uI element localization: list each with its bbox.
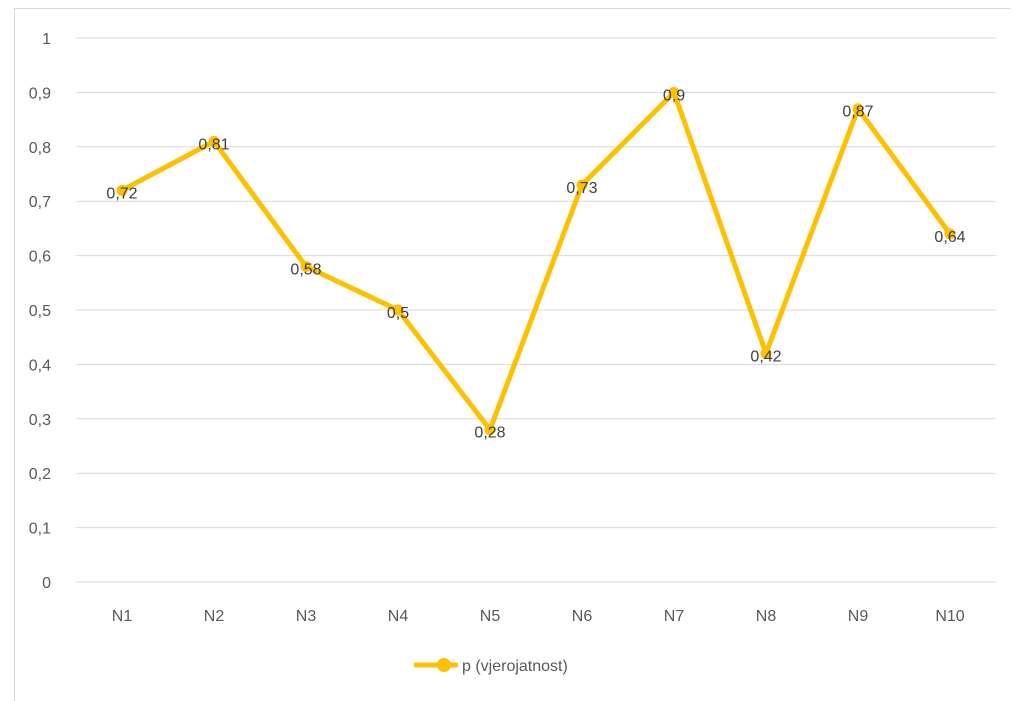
chart-frame xyxy=(14,8,1010,701)
data-label: 0,5 xyxy=(387,305,409,322)
data-label: 0,81 xyxy=(198,136,229,153)
y-tick-label: 0,6 xyxy=(29,249,51,266)
x-tick-label: N1 xyxy=(112,608,133,625)
x-tick-label: N3 xyxy=(296,608,317,625)
data-point xyxy=(668,86,680,98)
y-tick-label: 0,3 xyxy=(29,412,51,429)
data-label: 0,87 xyxy=(842,104,873,121)
series-line xyxy=(119,89,953,433)
y-tick-label: 0,5 xyxy=(29,303,51,320)
x-tick-label: N5 xyxy=(480,608,501,625)
data-labels: 0,72 0,81 0,58 0,5 0,28 0,73 0,9 0,42 0,87 0,64 xyxy=(106,87,965,441)
x-tick-label: N9 xyxy=(848,608,869,625)
x-tick-label: N8 xyxy=(756,608,777,625)
data-point xyxy=(300,260,312,272)
legend-swatch-marker xyxy=(437,658,451,672)
series-p-vjerojatnost xyxy=(116,86,956,436)
y-tick-label: 0,4 xyxy=(29,357,51,374)
data-point xyxy=(116,184,128,196)
y-tick-label: 0,2 xyxy=(29,466,51,483)
x-tick-label: N4 xyxy=(388,608,409,625)
x-axis-ticks: N1 N2 N3 N4 N5 N6 N7 N8 N9 N10 xyxy=(112,608,965,625)
y-tick-label: 1 xyxy=(42,31,51,48)
legend-entry-label: p (vjerojatnost) xyxy=(462,658,568,675)
y-tick-label: 0,1 xyxy=(29,521,51,538)
data-point xyxy=(576,179,588,191)
data-point xyxy=(484,424,496,436)
data-label: 0,73 xyxy=(566,180,597,197)
data-point xyxy=(852,103,864,115)
x-tick-label: N2 xyxy=(204,608,225,625)
y-tick-label: 0,8 xyxy=(29,140,51,157)
data-label: 0,9 xyxy=(663,87,685,104)
data-label: 0,58 xyxy=(290,261,321,278)
data-label: 0,64 xyxy=(934,229,965,246)
data-point xyxy=(392,304,404,316)
gridlines xyxy=(76,37,996,583)
data-point xyxy=(760,348,772,360)
data-point xyxy=(944,228,956,240)
y-axis-ticks: 0 0,1 0,2 0,3 0,4 0,5 0,6 0,7 0,8 0,9 1 xyxy=(29,31,51,592)
x-tick-label: N6 xyxy=(572,608,593,625)
data-label: 0,28 xyxy=(474,425,505,442)
data-label: 0,72 xyxy=(106,185,137,202)
legend: p (vjerojatnost) xyxy=(413,658,568,675)
x-tick-label: N7 xyxy=(664,608,685,625)
x-tick-label: N10 xyxy=(935,608,964,625)
y-tick-label: 0,9 xyxy=(29,85,51,102)
y-tick-label: 0 xyxy=(42,575,51,592)
y-tick-label: 0,7 xyxy=(29,194,51,211)
data-label: 0,42 xyxy=(750,349,781,366)
data-point xyxy=(208,135,220,147)
